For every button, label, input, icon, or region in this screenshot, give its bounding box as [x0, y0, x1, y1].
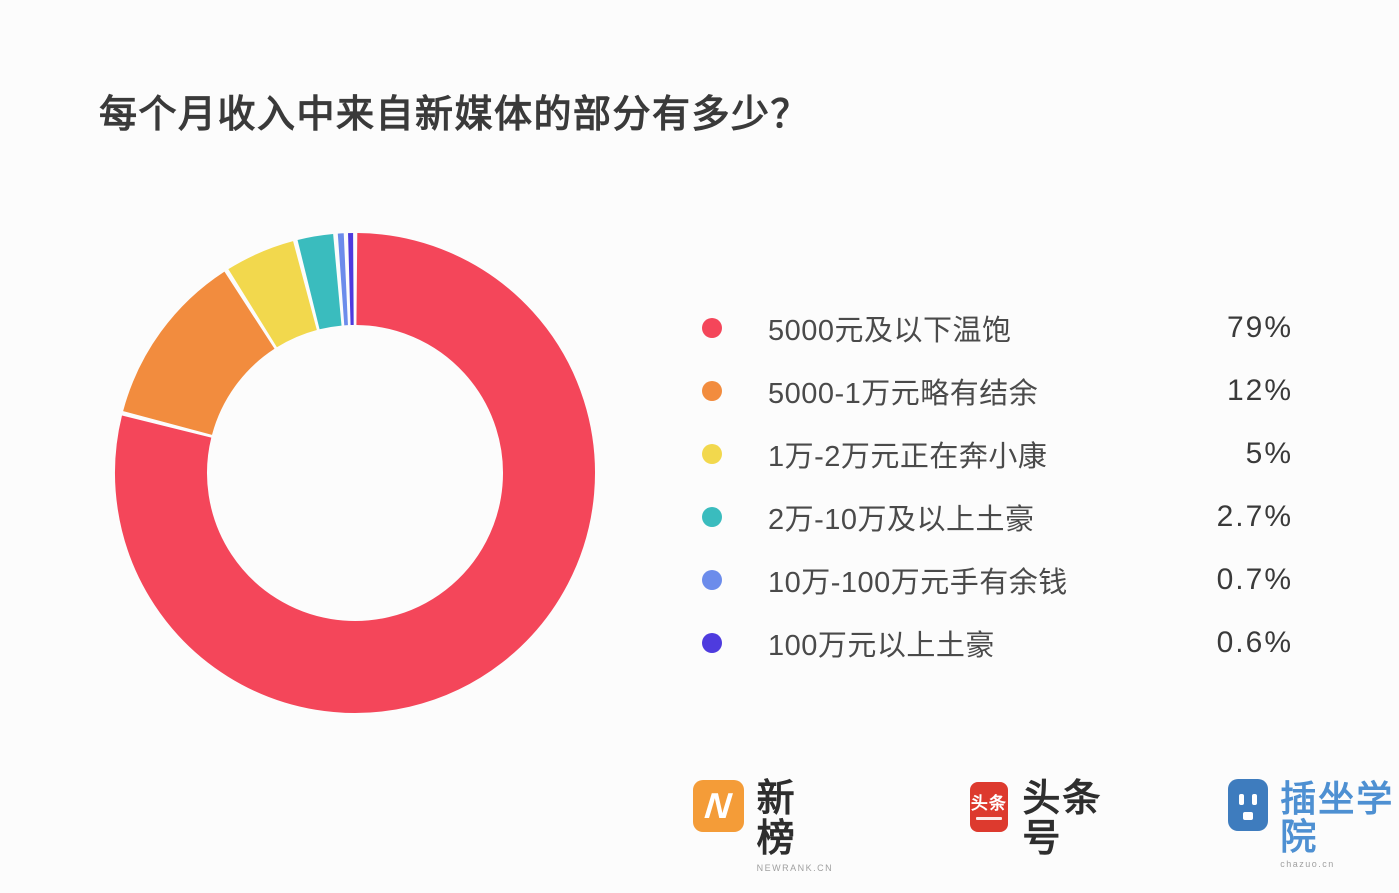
- newrank-subtext: NEWRANK.CN: [756, 862, 834, 873]
- legend-value: 2.7%: [1216, 499, 1293, 533]
- chazuo-eye-icon: [1238, 794, 1244, 805]
- toutiao-logo: 头条 头条号: [969, 772, 1116, 860]
- chazuo-subtext: chazuo.cn: [1280, 858, 1335, 869]
- legend-label: 5000元及以下温饱: [768, 314, 1012, 347]
- newrank-logo: N 新榜 NEWRANK.CN: [693, 772, 835, 873]
- legend-dot-icon: [702, 632, 722, 653]
- legend-label: 5000-1万元略有结余: [768, 377, 1039, 410]
- chazuo-eye-icon: [1252, 794, 1258, 805]
- legend-dot-icon: [702, 569, 722, 590]
- legend-value: 12%: [1226, 373, 1293, 407]
- legend-value: 0.6%: [1216, 625, 1293, 659]
- donut-slice-2: [228, 241, 319, 348]
- toutiao-mark-text: 头条: [970, 793, 1007, 813]
- legend-label: 2万-10万及以上土豪: [768, 503, 1035, 536]
- newrank-logo-icon: N: [693, 780, 744, 832]
- toutiao-name: 头条号: [1022, 778, 1103, 860]
- toutiao-bar-icon: [975, 816, 1002, 820]
- legend-item: 100万元以上土豪 0.6%: [702, 611, 1293, 674]
- legend-label: 100万元以上土豪: [768, 629, 995, 662]
- newrank-n-mark: N: [703, 785, 734, 826]
- chazuo-face-icon: [1227, 779, 1269, 831]
- legend-value: 0.7%: [1216, 562, 1293, 596]
- legend-dot-icon: [702, 317, 722, 338]
- newrank-name: 新榜: [756, 778, 797, 860]
- legend-item: 2万-10万及以上土豪 2.7%: [702, 485, 1293, 548]
- donut-slice-3: [297, 234, 343, 330]
- legend-dot-icon: [702, 380, 722, 401]
- donut-slice-1: [123, 271, 276, 436]
- donut-slice-0: [115, 233, 595, 713]
- legend: 5000元及以下温饱 79% 5000-1万元略有结余 12% 1万-2万元正在…: [702, 296, 1293, 674]
- legend-dot-icon: [702, 443, 722, 464]
- page-title: 每个月收入中来自新媒体的部分有多少？: [99, 94, 811, 136]
- chazuo-mouth-icon: [1242, 812, 1253, 820]
- legend-item: 5000元及以下温饱 79%: [702, 296, 1293, 359]
- legend-label: 1万-2万元正在奔小康: [768, 440, 1048, 473]
- legend-value: 79%: [1226, 310, 1293, 344]
- toutiao-logo-icon: 头条: [969, 782, 1009, 832]
- footer-logos: N 新榜 NEWRANK.CN 头条 头条号 插坐学院 chazuo.cn: [693, 772, 1399, 873]
- legend-item: 10万-100万元手有余钱 0.7%: [702, 548, 1293, 611]
- legend-value: 5%: [1245, 436, 1293, 470]
- donut-chart: [115, 233, 595, 713]
- chazuo-name: 插坐学院: [1280, 778, 1395, 857]
- chazuo-logo: 插坐学院 chazuo.cn: [1227, 772, 1399, 869]
- legend-item: 5000-1万元略有结余 12%: [702, 359, 1293, 422]
- legend-item: 1万-2万元正在奔小康 5%: [702, 422, 1293, 485]
- legend-label: 10万-100万元手有余钱: [768, 566, 1068, 599]
- legend-dot-icon: [702, 506, 722, 527]
